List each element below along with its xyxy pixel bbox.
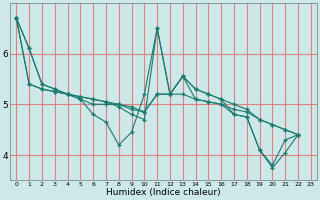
X-axis label: Humidex (Indice chaleur): Humidex (Indice chaleur) <box>106 188 221 197</box>
